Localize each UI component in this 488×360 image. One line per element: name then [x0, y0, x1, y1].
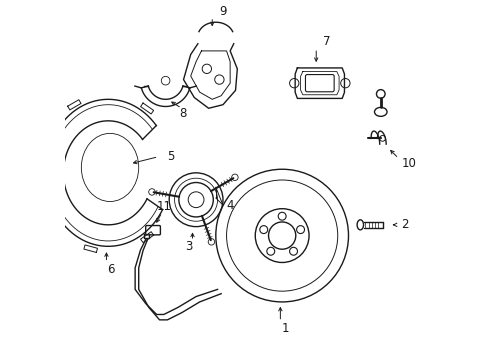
Text: 6: 6 [107, 263, 115, 276]
Text: 7: 7 [323, 35, 330, 48]
Text: 4: 4 [226, 199, 233, 212]
Text: 1: 1 [282, 322, 289, 335]
Text: 11: 11 [156, 201, 171, 213]
Text: 8: 8 [179, 107, 186, 120]
Text: 3: 3 [185, 240, 192, 253]
Text: 9: 9 [219, 5, 226, 18]
Text: 5: 5 [167, 150, 174, 163]
Text: 10: 10 [400, 157, 415, 170]
Text: 2: 2 [401, 218, 408, 231]
